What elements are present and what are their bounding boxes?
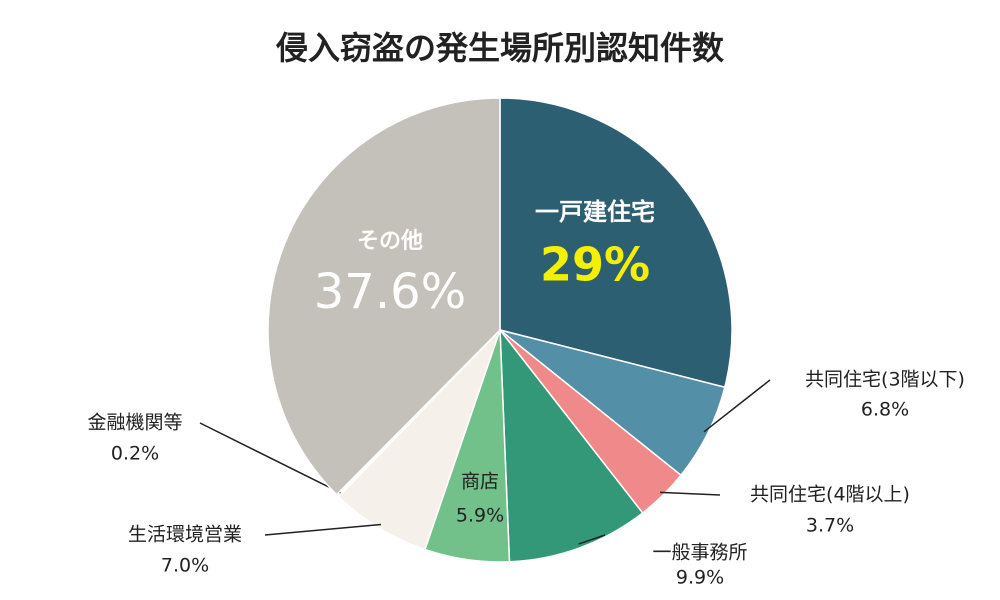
category-label: 金融機関等 bbox=[87, 412, 182, 434]
leader-line bbox=[660, 491, 721, 496]
value-label: 3.7% bbox=[806, 515, 854, 537]
value-label: 6.8% bbox=[861, 399, 909, 421]
leader-line bbox=[199, 422, 341, 494]
leader-line bbox=[578, 534, 606, 545]
leader-line bbox=[264, 523, 382, 536]
value-label: 5.9% bbox=[456, 505, 504, 527]
category-label: 商店 bbox=[461, 471, 499, 493]
pie-slice bbox=[337, 329, 501, 551]
category-label: その他 bbox=[357, 229, 423, 254]
value-label: 37.6% bbox=[314, 264, 466, 320]
leader-line bbox=[703, 379, 771, 433]
value-label: 9.9% bbox=[676, 567, 724, 589]
pie-slice bbox=[499, 97, 733, 389]
chart-title: 侵入窃盗の発生場所別認知件数 bbox=[275, 29, 725, 67]
value-label: 29% bbox=[540, 238, 650, 292]
category-label: 共同住宅(4階以上) bbox=[750, 484, 910, 506]
category-label: 一戸建住宅 bbox=[535, 198, 655, 226]
category-label: 生活環境営業 bbox=[128, 524, 242, 546]
value-label: 0.2% bbox=[111, 443, 159, 465]
pie-slice bbox=[499, 327, 644, 563]
pie-slice bbox=[267, 97, 501, 496]
category-label: 一般事務所 bbox=[652, 542, 747, 564]
value-label: 7.0% bbox=[161, 555, 209, 577]
category-label: 共同住宅(3階以下) bbox=[805, 369, 965, 391]
